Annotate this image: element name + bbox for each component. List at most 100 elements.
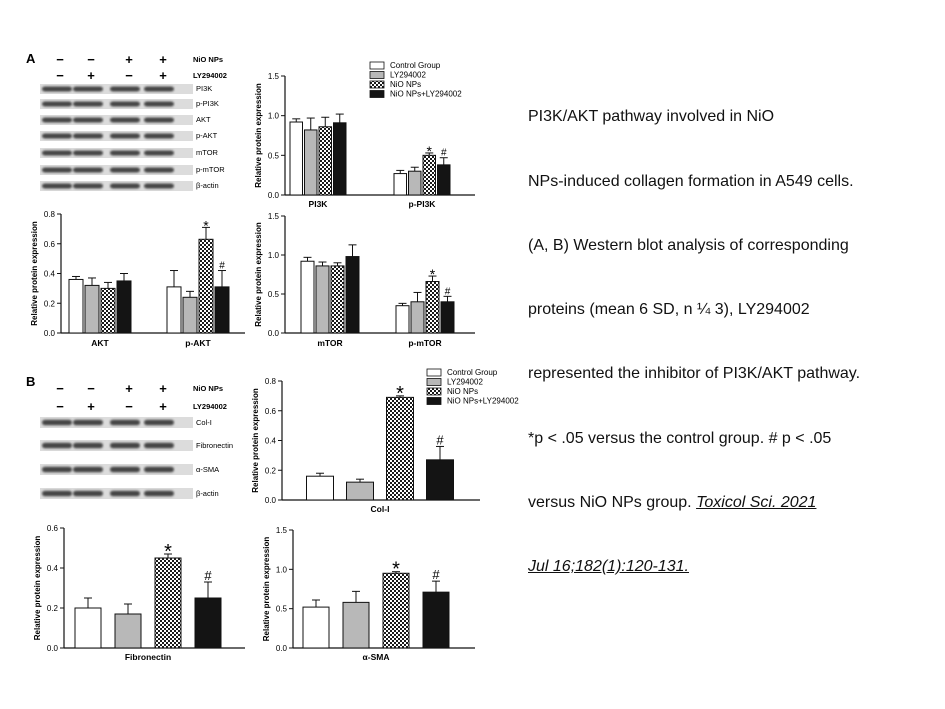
caption-line: proteins (mean 6 SD, n ¼ 3), LY294002 <box>528 301 810 318</box>
blot-label: Col-I <box>196 418 212 427</box>
bar <box>440 301 455 334</box>
blot-band <box>144 117 174 123</box>
blot-band <box>73 133 103 139</box>
treatment-label: NiO NPs <box>193 55 223 64</box>
bar <box>315 265 330 334</box>
caption-text: versus NiO NPs group. <box>528 494 692 511</box>
blot-label: Fibronectin <box>196 441 233 450</box>
blot-band <box>73 101 103 107</box>
treatment-sign: + <box>125 381 133 396</box>
blot-band <box>42 86 72 92</box>
blot-band <box>73 117 103 123</box>
blot-band <box>110 466 140 473</box>
blot-band <box>144 183 174 189</box>
y-tick-label: 0.6 <box>47 524 59 533</box>
bar <box>194 597 222 649</box>
blot-band <box>73 183 103 189</box>
blot-band <box>144 167 174 173</box>
blot-label: p-AKT <box>196 131 218 140</box>
treatment-sign: − <box>56 399 64 414</box>
blot-band <box>144 101 174 107</box>
blot-band <box>144 133 174 139</box>
legend-swatch <box>369 90 385 98</box>
significance-mark: * <box>392 559 400 581</box>
blot-band <box>144 86 174 92</box>
blot-band <box>42 466 72 473</box>
blot-band <box>110 167 140 173</box>
citation-link[interactable]: Toxicol Sci. 2021 <box>696 494 817 511</box>
y-tick-label: 1.0 <box>268 251 280 260</box>
bar <box>386 396 414 501</box>
chart-akt: 0.0 0.2 0.4 0.6 0.8 Relative protein expressi… <box>30 210 245 348</box>
treatment-label: NiO NPs <box>193 384 223 393</box>
bar <box>214 286 230 334</box>
treatment-label: LY294002 <box>193 71 227 80</box>
significance-mark: * <box>427 143 433 159</box>
legend-label: LY294002 <box>390 71 426 80</box>
treatment-sign: − <box>87 52 95 67</box>
legend-label: Control Group <box>447 368 498 377</box>
legend-swatch <box>369 61 385 70</box>
blot-band <box>110 419 140 426</box>
blot-band <box>42 419 72 426</box>
significance-mark: * <box>164 541 172 563</box>
y-axis-label: Relative protein expression <box>251 388 260 493</box>
bar <box>306 475 334 501</box>
blot-band <box>73 419 103 426</box>
y-tick-label: 0.5 <box>276 605 288 614</box>
significance-mark: # <box>436 432 444 447</box>
bar <box>345 256 360 334</box>
blot-band <box>73 86 103 92</box>
y-tick-label: 0.0 <box>44 329 56 338</box>
caption-line: *p < .05 versus the control group. # p <… <box>528 430 832 447</box>
chart-alpha-sma: 0.0 0.5 1.0 1.5 Relative protein expression *… <box>262 526 475 662</box>
blot-label: PI3K <box>196 84 212 93</box>
legend-label: NiO NPs <box>390 80 421 89</box>
legend-label: LY294002 <box>447 378 483 387</box>
blot-band <box>110 183 140 189</box>
legend-swatch <box>369 71 385 79</box>
chart-pi3k: 0.0 0.5 1.0 1.5 Relative protein expression P… <box>254 61 475 209</box>
chart-fibronectin: 0.0 0.2 0.4 0.6 Relative protein expression *… <box>33 524 245 662</box>
blot-band <box>42 490 72 497</box>
y-tick-label: 0.2 <box>265 466 277 475</box>
bar <box>116 280 132 334</box>
legend-label: Control Group <box>390 61 441 70</box>
y-tick-label: 1.0 <box>268 112 280 121</box>
blot-label: p-PI3K <box>196 99 219 108</box>
bar <box>198 238 214 334</box>
caption-line: PI3K/AKT pathway involved in NiO <box>528 108 775 125</box>
caption-line: Jul 16;182(1):120-131. <box>528 557 689 577</box>
chart-col-i: 0.0 0.2 0.4 0.6 0.8 Relative protein expressi… <box>251 368 519 514</box>
significance-mark: # <box>432 567 440 582</box>
citation-link[interactable]: Jul 16;182(1):120-131. <box>528 558 689 575</box>
bar <box>422 154 436 196</box>
blot-band <box>42 150 72 156</box>
y-tick-label: 0.4 <box>44 270 56 279</box>
blot-label: β-actin <box>196 181 219 190</box>
significance-mark: # <box>204 568 212 583</box>
caption-line: versus NiO NPs group. Toxicol Sci. 2021 <box>528 493 816 513</box>
x-category-label: PI3K <box>309 199 329 209</box>
treatment-sign: + <box>159 399 167 414</box>
treatment-sign: + <box>125 52 133 67</box>
treatment-label: LY294002 <box>193 402 227 411</box>
blot-band <box>144 442 174 449</box>
bar <box>302 606 330 649</box>
y-axis-label: Relative protein expression <box>33 536 42 641</box>
treatment-sign: − <box>56 68 64 83</box>
bar <box>346 481 374 501</box>
significance-mark: * <box>396 383 404 405</box>
panel-label-b: B <box>26 374 35 389</box>
bar <box>154 557 182 649</box>
blot-band <box>42 167 72 173</box>
y-tick-label: 0.0 <box>47 644 59 653</box>
significance-mark: # <box>219 261 225 272</box>
bar <box>166 286 182 334</box>
blot-band <box>144 466 174 473</box>
y-axis-label: Relative protein expression <box>254 222 263 327</box>
bar <box>182 296 198 334</box>
legend-swatch <box>426 368 442 377</box>
bar <box>304 129 318 196</box>
treatment-sign: + <box>159 381 167 396</box>
